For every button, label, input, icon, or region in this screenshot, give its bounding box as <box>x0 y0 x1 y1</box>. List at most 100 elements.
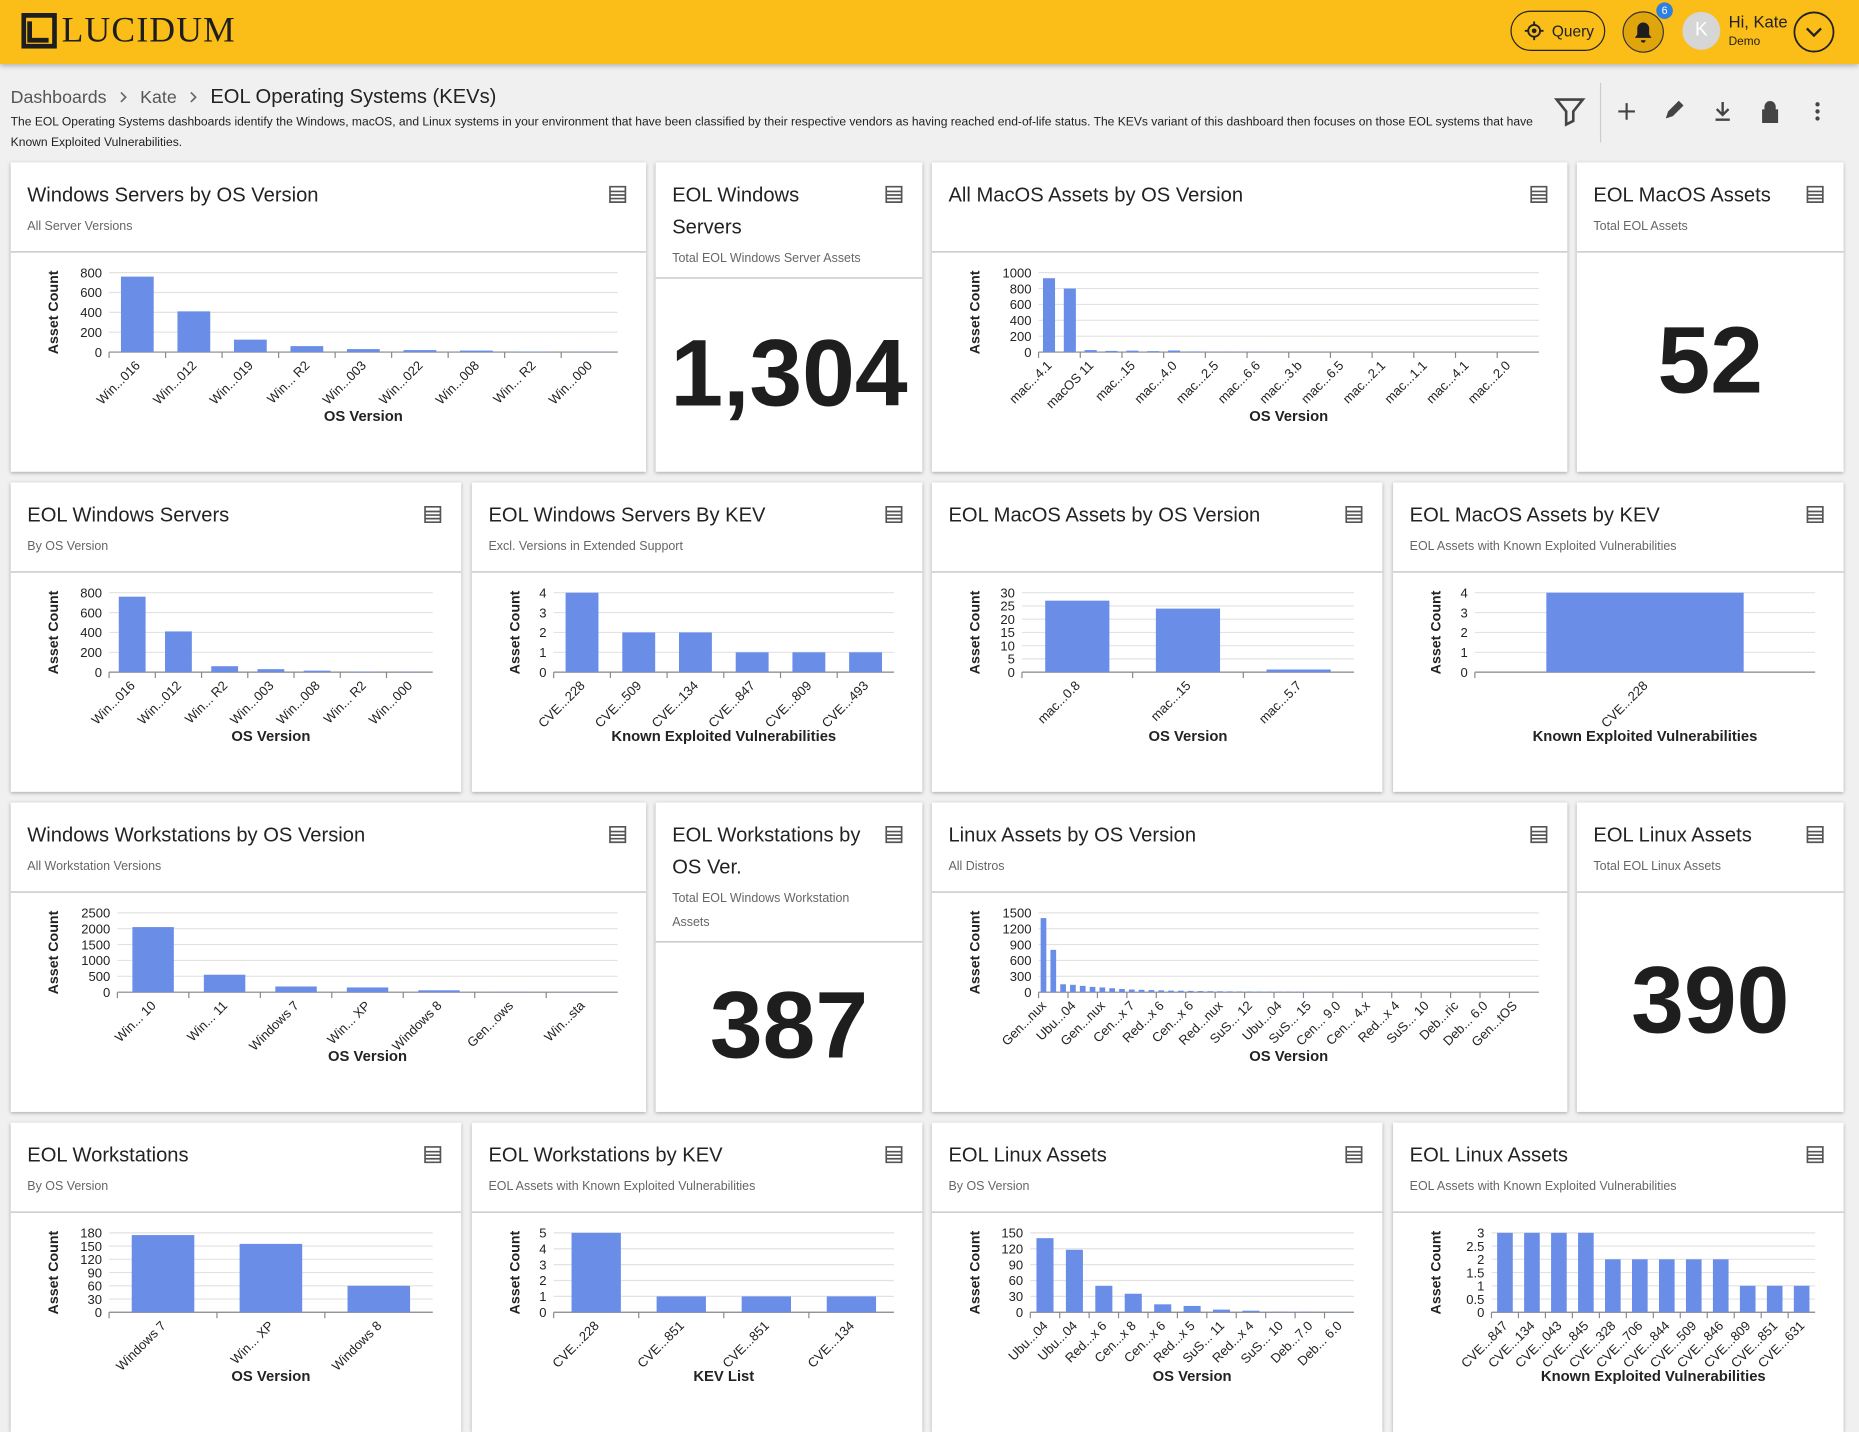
y-tick-label: 300 <box>1010 969 1032 984</box>
bar <box>177 311 211 353</box>
widget-menu[interactable] <box>1806 1145 1825 1164</box>
widget-menu[interactable] <box>884 825 903 844</box>
bar <box>1266 991 1272 993</box>
widget-header: EOL Linux Assets By OS Version <box>931 1123 1383 1213</box>
widget-menu[interactable] <box>1806 185 1825 204</box>
widget: EOL Workstations by OS Ver. Total EOL Win… <box>655 802 923 1112</box>
x-tick-label: Windows 7 <box>246 998 302 1054</box>
breadcrumb[interactable]: Dashboards <box>10 87 107 108</box>
y-tick-label: 150 <box>80 1239 102 1254</box>
x-tick-label: mac...4.0 <box>1131 358 1180 407</box>
y-tick-label: 0 <box>1016 1305 1023 1320</box>
y-axis-title: Asset Count <box>1428 590 1444 674</box>
widget-menu[interactable] <box>1806 505 1825 524</box>
bar <box>1246 991 1253 993</box>
bar <box>403 350 437 353</box>
widget: Linux Assets by OS Version All Distros 0 30… <box>931 802 1568 1112</box>
y-tick-label: 1 <box>1461 645 1468 660</box>
x-tick-label: CVE...228 <box>549 1318 602 1371</box>
avatar[interactable]: K <box>1682 11 1721 50</box>
x-tick-label: CVE...134 <box>804 1318 857 1371</box>
y-tick-label: 2 <box>539 625 546 640</box>
widget-title: EOL Workstations by KEV <box>488 1143 723 1167</box>
y-tick-label: 90 <box>87 1265 102 1280</box>
x-tick-label: Win...sta <box>541 997 588 1044</box>
widget-menu[interactable] <box>1529 825 1548 844</box>
widget-menu[interactable] <box>1344 1145 1363 1164</box>
x-tick-label: Win...016 <box>88 678 138 728</box>
widget-subtitle: Total EOL Assets <box>1593 219 1688 234</box>
y-tick-label: 4 <box>539 585 546 600</box>
bar <box>1285 991 1292 993</box>
x-tick-label: mac...2.1 <box>1340 358 1389 407</box>
widget-menu[interactable] <box>884 505 903 524</box>
x-tick-label: Win...008 <box>273 678 323 728</box>
more-button[interactable] <box>1815 102 1820 121</box>
y-tick-label: 3 <box>1461 605 1468 620</box>
y-axis-title: Asset Count <box>507 1230 523 1314</box>
x-tick-label: Win...003 <box>320 358 370 408</box>
bar <box>1105 350 1118 353</box>
bar <box>1063 288 1076 353</box>
bar <box>1155 608 1221 673</box>
y-tick-label: 1 <box>1477 1279 1484 1294</box>
y-tick-label: 400 <box>80 625 102 640</box>
bar <box>679 632 712 673</box>
widget-menu[interactable] <box>1344 505 1363 524</box>
breadcrumb[interactable]: Kate <box>140 87 177 108</box>
widget-menu[interactable] <box>608 185 627 204</box>
bar <box>1099 987 1106 993</box>
x-tick-label: Win... XP <box>228 1318 277 1367</box>
filter-button[interactable] <box>1553 98 1586 127</box>
widget-header: All MacOS Assets by OS Version <box>931 162 1568 253</box>
x-tick-label: Win...003 <box>227 678 277 728</box>
query-button[interactable]: Query <box>1510 10 1606 51</box>
widget-header: EOL Windows Servers Total EOL Windows Ser… <box>655 162 923 279</box>
lock-button[interactable] <box>1762 101 1779 123</box>
x-axis-title: OS Version <box>1249 409 1328 425</box>
y-tick-label: 1.5 <box>1466 1265 1484 1280</box>
table-icon <box>885 185 903 203</box>
bar <box>1045 600 1110 673</box>
y-tick-label: 1000 <box>81 953 110 968</box>
bar <box>1060 984 1066 993</box>
bar <box>303 670 331 673</box>
kpi-value: 1,304 <box>670 319 908 425</box>
widget-menu[interactable] <box>608 825 627 844</box>
y-tick-label: 200 <box>80 645 102 660</box>
edit-button[interactable] <box>1665 100 1684 119</box>
bar <box>239 1243 303 1313</box>
notifications-button[interactable] <box>1622 11 1665 54</box>
bar <box>741 1296 792 1313</box>
query-icon <box>1524 21 1544 41</box>
bar <box>1793 1285 1810 1313</box>
bar <box>118 596 146 673</box>
widget-menu[interactable] <box>423 505 442 524</box>
bar <box>1631 1259 1648 1313</box>
widget-menu[interactable] <box>423 1145 442 1164</box>
widget-menu[interactable] <box>884 185 903 204</box>
user-menu-button[interactable] <box>1793 11 1836 54</box>
x-tick-label: Win... R2 <box>321 678 370 726</box>
notification-badge: 6 <box>1656 2 1673 19</box>
y-tick-label: 200 <box>1010 329 1032 344</box>
y-tick-label: 150 <box>1001 1226 1023 1241</box>
bar <box>1524 1232 1540 1313</box>
table-icon <box>1530 826 1548 844</box>
y-tick-label: 900 <box>1010 937 1032 952</box>
y-tick-label: 15 <box>1000 625 1015 640</box>
user-role: Demo <box>1728 35 1761 49</box>
widget-menu[interactable] <box>1529 185 1548 204</box>
bar <box>849 652 883 673</box>
widget-menu[interactable] <box>1806 825 1825 844</box>
y-tick-label: 5 <box>539 1226 546 1241</box>
y-tick-label: 0 <box>539 1305 546 1320</box>
download-button[interactable] <box>1715 101 1730 121</box>
add-button[interactable] <box>1618 103 1635 120</box>
y-tick-label: 3 <box>539 605 546 620</box>
x-tick-label: mac...6.5 <box>1298 358 1347 407</box>
widget-menu[interactable] <box>884 1145 903 1164</box>
bar <box>1124 1293 1142 1313</box>
